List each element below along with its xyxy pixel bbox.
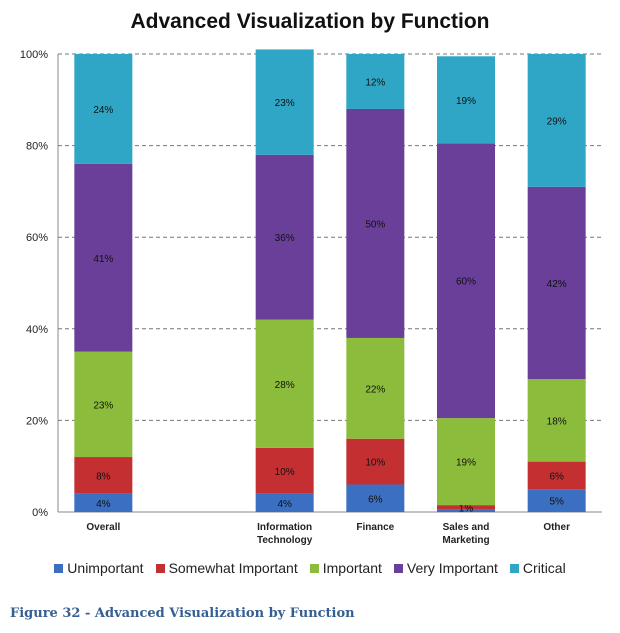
bar-segment (346, 484, 405, 512)
data-label: 6% (549, 471, 564, 482)
bar-segment (74, 457, 133, 494)
bar-segment (255, 493, 314, 512)
bar-segment (437, 505, 495, 510)
x-tick-label: Technology (257, 535, 313, 546)
legend-item: Very Important (393, 560, 498, 576)
bar-segment (437, 56, 495, 144)
bar-segment (346, 54, 405, 109)
data-label: 4% (277, 499, 292, 510)
y-tick-label: 80% (26, 141, 48, 153)
data-label: 50% (365, 219, 385, 230)
x-tick-label: Other (543, 522, 570, 533)
bar-segment (74, 493, 133, 512)
data-label: 24% (93, 105, 113, 116)
data-label: 60% (456, 277, 476, 288)
bar-segment (255, 319, 314, 448)
data-label: 4% (96, 499, 111, 510)
y-tick-label: 100% (20, 49, 48, 61)
legend-item: Somewhat Important (155, 560, 298, 576)
bar-segment (527, 461, 586, 490)
x-tick-label: Overall (86, 522, 120, 533)
legend-label: Critical (522, 560, 566, 576)
bar-segment (74, 351, 133, 458)
data-label: 23% (275, 98, 295, 109)
bar-segment (255, 49, 314, 155)
data-label: 10% (365, 458, 385, 469)
bar-segment (255, 154, 314, 320)
x-tick-label: Finance (356, 522, 394, 533)
x-tick-label: Sales and (443, 522, 490, 533)
y-tick-label: 0% (32, 507, 48, 519)
y-tick-label: 20% (26, 415, 48, 427)
chart-title: Advanced Visualization by Function (130, 10, 490, 33)
legend-swatch (155, 563, 165, 573)
bar-segment (346, 337, 405, 439)
legend-item: Important (309, 560, 382, 576)
bar-segment (527, 489, 586, 512)
data-label: 1% (459, 503, 474, 514)
data-label: 8% (96, 471, 111, 482)
bar-segment (74, 54, 133, 164)
x-tick-label: Information (257, 522, 312, 533)
data-label: 42% (547, 279, 567, 290)
legend-swatch (54, 563, 64, 573)
data-label: 41% (93, 254, 113, 265)
data-label: 23% (93, 400, 113, 411)
data-label: 10% (275, 467, 295, 478)
data-label: 19% (456, 458, 476, 469)
bar-segment (437, 509, 495, 512)
legend-label: Very Important (406, 560, 498, 576)
data-label: 28% (275, 380, 295, 391)
data-label: 29% (547, 116, 567, 127)
legend-swatch (393, 563, 403, 573)
bar-segment (527, 186, 586, 380)
legend-swatch (309, 563, 319, 573)
bar-segment (437, 143, 495, 419)
data-label: 18% (547, 416, 567, 427)
bar-segment (527, 54, 586, 187)
y-tick-label: 60% (26, 232, 48, 244)
figure-caption: Figure 32 - Advanced Visualization by Fu… (10, 606, 355, 621)
bar-segment (346, 108, 405, 338)
data-label: 22% (365, 384, 385, 395)
y-tick-label: 40% (26, 324, 48, 336)
legend-label: Somewhat Important (168, 560, 298, 576)
bar-segment (346, 438, 405, 485)
x-tick-label: Marketing (442, 535, 489, 546)
legend-item: Unimportant (54, 560, 144, 576)
legend-label: Important (322, 560, 382, 576)
legend: Unimportant Somewhat Important Important Ve… (0, 560, 620, 576)
data-label: 5% (549, 497, 564, 508)
legend-label: Unimportant (67, 560, 144, 576)
data-label: 19% (456, 96, 476, 107)
bar-segment (437, 418, 495, 506)
data-label: 12% (365, 77, 385, 88)
legend-item: Critical (509, 560, 566, 576)
bar-segment (255, 447, 314, 494)
bar-segment (527, 379, 586, 462)
data-label: 6% (368, 494, 383, 505)
bar-segment (74, 163, 133, 352)
data-label: 36% (275, 233, 295, 244)
legend-swatch (509, 563, 519, 573)
